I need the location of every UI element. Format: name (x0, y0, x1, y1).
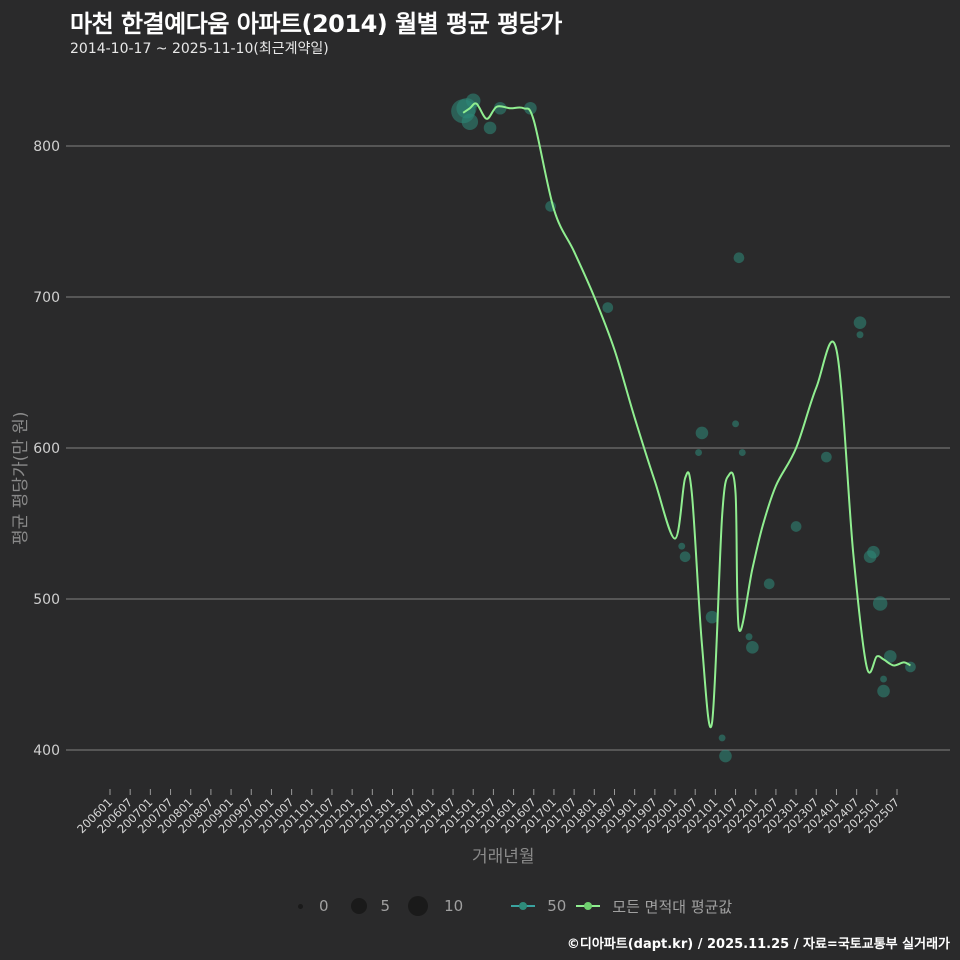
chart-subtitle: 2014-10-17 ~ 2025-11-10(최근계약일) (70, 41, 329, 57)
data-point (705, 610, 719, 624)
x-axis-label: 거래년월 (472, 847, 535, 867)
data-point (745, 633, 753, 641)
legend-size-label: 10 (444, 897, 464, 915)
data-point (872, 596, 888, 611)
data-point (719, 749, 732, 763)
average-line (462, 102, 911, 729)
legend-series-50: 50 (511, 897, 566, 915)
legend-size-5: 5 (339, 897, 391, 915)
size-dot-icon (350, 898, 367, 914)
legend-series-label: 50 (547, 897, 567, 915)
data-point (732, 420, 740, 428)
data-point (679, 551, 691, 563)
source-caption: ©디아파트(dapt.kr) / 2025.11.25 / 자료=국토교통부 실… (566, 937, 950, 952)
data-point (883, 650, 897, 663)
data-point (695, 449, 703, 456)
data-point (880, 675, 887, 683)
data-point (746, 641, 759, 654)
y-tick-label: 700 (33, 290, 60, 306)
data-point (853, 316, 867, 329)
y-tick-label: 600 (33, 441, 60, 457)
data-point (867, 545, 880, 559)
legend-series-all: 모든 면적대 평균값 (576, 896, 732, 917)
data-point (493, 101, 507, 115)
data-point (877, 684, 890, 698)
data-point (602, 302, 614, 313)
teal-line-marker-icon (511, 902, 536, 910)
legend-size-0: 0 (290, 897, 329, 915)
legend: 0 5 10 50 모든 면적대 평균값 (290, 893, 742, 919)
legend-size-10: 10 (400, 896, 463, 916)
legend-series-label: 모든 면적대 평균값 (612, 897, 733, 916)
green-line-marker-icon (576, 902, 601, 910)
data-point (718, 734, 726, 742)
y-tick-label: 500 (33, 592, 60, 608)
legend-size-label: 0 (319, 897, 329, 915)
y-tick-label: 800 (33, 139, 60, 155)
data-point (790, 521, 802, 532)
data-point (763, 578, 775, 590)
data-point (524, 101, 537, 115)
data-point (733, 252, 745, 264)
y-axis-label: 평균 평당가(만 원) (11, 411, 31, 545)
size-dot-icon (408, 896, 429, 916)
data-point (678, 542, 686, 550)
data-point (821, 451, 832, 463)
chart-title: 마천 한결예다움 아파트(2014) 월별 평균 평당가 (70, 10, 562, 38)
data-point (695, 426, 709, 440)
size-dot-icon (298, 903, 303, 909)
legend-size-label: 5 (380, 897, 391, 915)
data-point (483, 121, 497, 135)
data-point (738, 449, 746, 456)
y-tick-label: 400 (33, 743, 60, 759)
data-point (856, 331, 864, 339)
data-point (461, 113, 479, 131)
